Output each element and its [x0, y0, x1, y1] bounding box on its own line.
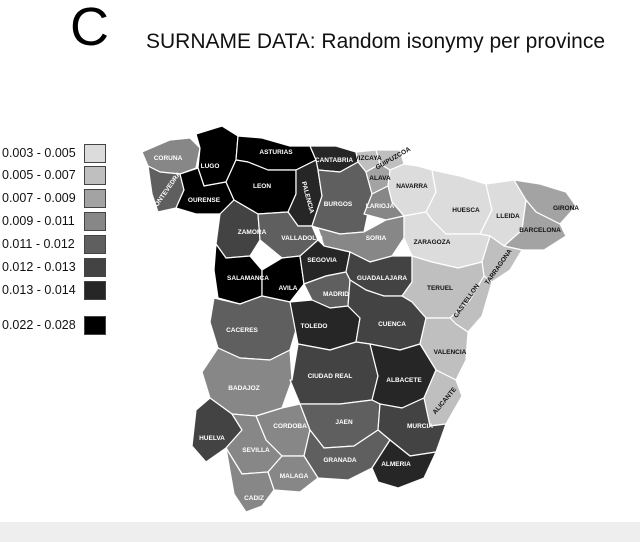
province-label: HUELVA	[199, 435, 225, 442]
legend-swatch	[84, 281, 106, 300]
province-label: ZAMORA	[238, 229, 267, 236]
province-label: SALAMANCA	[227, 275, 269, 282]
province-label: VALENCIA	[434, 349, 467, 356]
province-label: GUADALAJARA	[357, 275, 408, 282]
province-label: LLEIDA	[496, 213, 520, 220]
province-label: GRANADA	[323, 457, 357, 464]
province-cadiz	[225, 447, 275, 513]
province-label: CADIZ	[244, 495, 264, 502]
legend-label: 0.005 - 0.007	[2, 168, 76, 182]
legend-label: 0.013 - 0.014	[2, 283, 76, 297]
province-label: CIUDAD REAL	[308, 373, 353, 380]
province-label: JAEN	[335, 419, 353, 426]
province-label: VIZCAYA	[354, 155, 382, 162]
province-label: LUGO	[201, 163, 220, 170]
province-label: TERUEL	[427, 285, 453, 292]
legend-swatch	[84, 212, 106, 231]
province-label: BURGOS	[324, 201, 353, 208]
legend-item: 0.011 - 0.012	[0, 235, 110, 255]
province-label: NAVARRA	[396, 183, 428, 190]
legend-swatch	[84, 258, 106, 277]
province-label: ALMERIA	[381, 461, 411, 468]
legend-swatch	[84, 235, 106, 254]
province-barcelona	[503, 199, 567, 251]
province-almeria	[371, 439, 437, 489]
province-label: HUESCA	[452, 207, 480, 214]
province-label: AVILA	[278, 285, 297, 292]
legend-label: 0.022 - 0.028	[2, 318, 76, 332]
province-label: SORIA	[366, 235, 387, 242]
province-label: CANTABRIA	[315, 157, 353, 164]
province-label: SEGOVIA	[307, 257, 337, 264]
legend-item: 0.022 - 0.028	[0, 316, 110, 336]
legend-label: 0.009 - 0.011	[2, 214, 75, 228]
province-label: BARCELONA	[519, 227, 561, 234]
province-label: CACERES	[226, 327, 258, 334]
legend-item: 0.003 - 0.005	[0, 144, 110, 164]
province-label: CORDOBA	[273, 423, 307, 430]
province-label: SEVILLA	[242, 447, 270, 454]
province-label: TOLEDO	[301, 323, 328, 330]
legend-swatch	[84, 316, 106, 335]
legend-label: 0.012 - 0.013	[2, 260, 76, 274]
legend-swatch	[84, 166, 106, 185]
province-label: ALAVA	[369, 175, 391, 182]
legend-item: 0.009 - 0.011	[0, 212, 110, 232]
legend-label: 0.003 - 0.005	[2, 146, 76, 160]
province-burgos	[311, 161, 373, 235]
legend-label: 0.011 - 0.012	[2, 237, 75, 251]
province-label: VALLADOLID	[281, 235, 323, 242]
legend-item: 0.012 - 0.013	[0, 258, 110, 278]
province-label: MALAGA	[280, 473, 309, 480]
province-label: ZARAGOZA	[414, 239, 451, 246]
legend-swatch	[84, 189, 106, 208]
province-label: BADAJOZ	[228, 385, 259, 392]
legend-item: 0.013 - 0.014	[0, 281, 110, 301]
province-label: MURCIA	[407, 423, 433, 430]
province-label: CORUNA	[154, 155, 183, 162]
province-label: ALBACETE	[386, 377, 422, 384]
legend-swatch	[84, 144, 106, 163]
province-label: LARIOJA	[366, 203, 395, 210]
map-title: SURNAME DATA: Random isonymy per provinc…	[146, 30, 606, 53]
panel-letter: C	[70, 0, 109, 57]
province-label: GIRONA	[553, 205, 579, 212]
legend-label: 0.007 - 0.009	[2, 191, 76, 205]
legend-item: 0.007 - 0.009	[0, 189, 110, 209]
province-label: CUENCA	[378, 321, 406, 328]
province-label: ASTURIAS	[259, 149, 293, 156]
legend-item: 0.005 - 0.007	[0, 166, 110, 186]
province-label: MADRID	[323, 291, 349, 298]
province-label: LEON	[253, 183, 271, 190]
province-label: OURENSE	[188, 197, 221, 204]
footer-bar	[0, 522, 640, 542]
